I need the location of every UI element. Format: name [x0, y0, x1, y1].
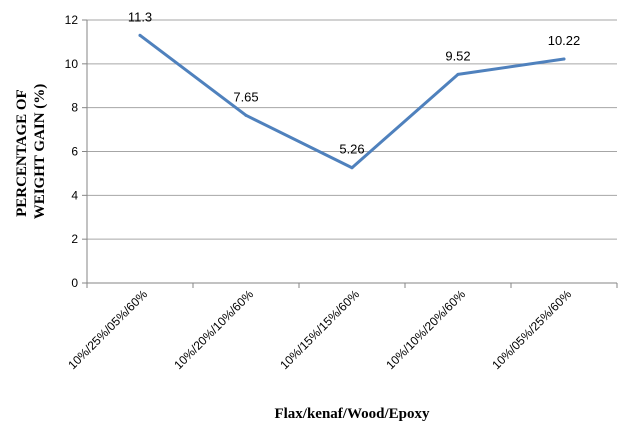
x-tick-label: 10%/15%/15%/60%	[277, 287, 362, 372]
x-axis-title: Flax/kenaf/Wood/Epoxy	[274, 406, 430, 422]
x-tick-label: 10%/20%/10%/60%	[171, 287, 256, 372]
y-tick-label: 4	[71, 188, 78, 202]
y-tick-label: 6	[71, 145, 78, 159]
data-point	[350, 166, 354, 170]
y-tick-label: 8	[71, 101, 78, 115]
data-point	[138, 33, 142, 37]
x-tick-label: 10%/25%/05%/60%	[65, 287, 150, 372]
data-label: 10.22	[548, 33, 581, 48]
data-label: 11.3	[128, 9, 152, 24]
y-axis-title-line-1: PERCENTAGE OF	[14, 89, 30, 216]
axes	[82, 19, 618, 288]
y-tick-label: 10	[65, 57, 79, 71]
y-axis-title: PERCENTAGE OF WEIGHT GAIN (%)	[14, 84, 48, 220]
y-tick-label: 0	[71, 276, 78, 290]
data-point	[244, 113, 248, 117]
data-label: 9.52	[445, 48, 470, 63]
series	[138, 33, 566, 170]
y-axis-title-line-2: WEIGHT GAIN (%)	[32, 84, 48, 220]
data-label: 7.65	[233, 89, 258, 104]
y-tick-label: 2	[71, 232, 78, 246]
y-tick-label: 12	[65, 13, 79, 27]
grid-lines	[87, 19, 617, 240]
data-labels: 11.3 7.65 5.26 9.52 10.22	[128, 9, 580, 156]
data-point	[562, 57, 566, 61]
x-tick-label: 10%/10%/20%/60%	[383, 287, 468, 372]
data-point	[456, 72, 460, 76]
x-tick-labels: 10%/25%/05%/60% 10%/20%/10%/60% 10%/15%/15…	[65, 287, 574, 372]
y-tick-labels: 0 2 4 6 8 10 12	[65, 13, 79, 290]
x-tick-label: 10%/05%/25%/60%	[489, 287, 574, 372]
data-label: 5.26	[339, 142, 364, 157]
